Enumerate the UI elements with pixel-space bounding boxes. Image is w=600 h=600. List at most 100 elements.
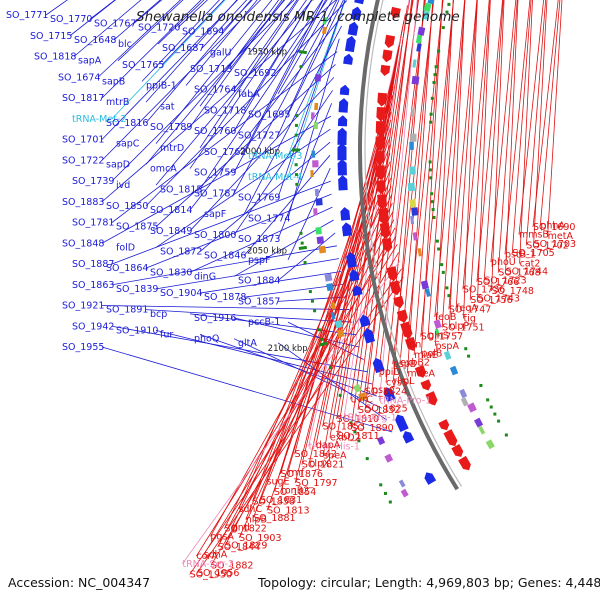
gene-label-right: lon: [407, 339, 421, 350]
leader-line-left: [233, 338, 382, 409]
gene-label-right: miaE: [414, 350, 438, 361]
reverse-gene-arrow-shape: [376, 106, 386, 122]
forward-gene-arrow-shape: [346, 252, 357, 269]
gene-label-left: sapF: [204, 209, 226, 220]
gene-label-right: SO_1690: [533, 222, 575, 233]
gene-label-right: SO_1876: [281, 469, 323, 480]
feature-stripe: [330, 311, 336, 320]
leader-line-right: [336, 29, 403, 436]
gene-label-right: polB: [421, 349, 442, 360]
feature-stripe: [398, 479, 406, 488]
forward-gene-arrow-shape: [337, 115, 348, 127]
dot-mark: [300, 241, 304, 245]
leader-line-right: [399, 0, 434, 363]
reverse-gene-arrow: [390, 6, 401, 19]
forward-gene-arrow-shape: [344, 35, 356, 53]
dot-mark: [353, 430, 357, 434]
gene-label-right: SO_1810: [337, 414, 379, 425]
feature-stripe: [417, 248, 423, 257]
gene-label-left: folD: [116, 242, 135, 253]
gene-label-right: uvrC: [351, 394, 374, 405]
dot-mark: [445, 10, 449, 14]
leader-line-left: [101, 305, 350, 310]
leader-line-right: [435, 0, 454, 346]
accession-text: Accession: NC_004347: [8, 575, 151, 590]
gene-label-right: SO_1747: [449, 304, 491, 315]
gene-label-left: ivd: [116, 180, 130, 191]
gene-label-left: pspF: [248, 255, 270, 266]
leader-line-left: [185, 0, 258, 86]
dot-mark: [441, 270, 445, 274]
gene-label-right: metA: [548, 231, 574, 242]
reverse-gene-arrow: [458, 455, 471, 471]
feature-stripe: [409, 141, 414, 150]
feature-stripe: [409, 133, 417, 142]
feature-stripe: [384, 453, 394, 463]
reverse-gene-arrow-shape: [390, 6, 401, 19]
forward-gene-arrow: [339, 84, 350, 96]
leader-line-right: [420, 0, 454, 337]
reverse-gene-arrow-shape: [378, 207, 389, 225]
gene-label-right: pgsA: [210, 531, 234, 542]
gene-label-left: SO_1727: [238, 130, 280, 141]
forward-gene-arrow-shape: [359, 314, 371, 328]
gene-label-left: SO_1674: [58, 72, 100, 83]
feature-stripe: [314, 102, 319, 111]
gene-label-left: SO_1800: [194, 230, 236, 241]
reverse-gene-arrow: [400, 321, 413, 339]
gene-label-right: cat2: [520, 259, 541, 270]
leader-line-left: [155, 0, 273, 144]
leader-line-left: [199, 334, 377, 397]
gene-label-right: SO_1854: [274, 487, 316, 498]
reverse-gene-arrow-shape: [384, 34, 396, 49]
feature-stripe: [427, 0, 436, 5]
reverse-gene-arrow: [438, 419, 450, 431]
feature-stripe: [415, 34, 423, 44]
reverse-gene-arrow-shape: [382, 49, 393, 63]
gene-label-left: SO_1839: [116, 284, 158, 295]
leader-line-right: [525, 0, 547, 246]
leader-line-left: [243, 154, 331, 256]
forward-gene-arrow-shape: [372, 357, 385, 374]
dot-mark: [388, 500, 392, 504]
gene-label-left: fabA: [238, 89, 260, 100]
leader-line-right: [505, 0, 519, 272]
leader-line-right: [533, 0, 548, 244]
gene-label-left: SO_1720: [138, 22, 180, 33]
gene-label-left: SO_1875: [116, 222, 158, 233]
gene-label-right: SO_1702: [526, 240, 568, 251]
feature-stripe: [410, 215, 415, 225]
dot-mark: [313, 309, 317, 313]
gene-label-right: sdhC: [238, 504, 262, 515]
leader-line-left: [243, 0, 313, 111]
dot-mark: [486, 398, 490, 402]
gene-label-right: pspA: [435, 341, 459, 352]
leader-line-left: [277, 342, 388, 421]
leader-line-left: [111, 0, 295, 182]
gene-label-right: clpP: [449, 321, 469, 332]
forward-gene-arrow: [372, 357, 385, 374]
gene-label-left: SO_1816: [106, 118, 148, 129]
dot-mark: [464, 347, 468, 351]
feature-stripe: [330, 301, 337, 310]
leader-line-left: [277, 0, 346, 198]
reverse-gene-arrow-shape: [379, 222, 391, 239]
feature-stripe: [334, 319, 343, 329]
gene-label-left: SO_1878: [204, 292, 246, 303]
leader-line-right: [511, 0, 532, 254]
leader-line-left: [141, 0, 220, 82]
gene-label-right: SO_1751: [442, 323, 484, 334]
dot-mark: [497, 419, 501, 423]
gene-label-left: SO_1817: [62, 93, 104, 104]
leader-line-left: [199, 141, 331, 252]
gene-label-right: SO_1829: [225, 541, 267, 552]
ruler-tick: [319, 341, 328, 347]
gene-label-right: corA: [196, 551, 218, 562]
gene-label-right: SO_1744: [506, 266, 548, 277]
dot-mark: [365, 457, 369, 461]
forward-gene-arrow-shape: [383, 387, 396, 403]
leader-line-left: [145, 0, 252, 124]
dot-mark: [441, 26, 445, 30]
leader-line-left: [155, 64, 336, 227]
dot-mark: [479, 383, 483, 387]
